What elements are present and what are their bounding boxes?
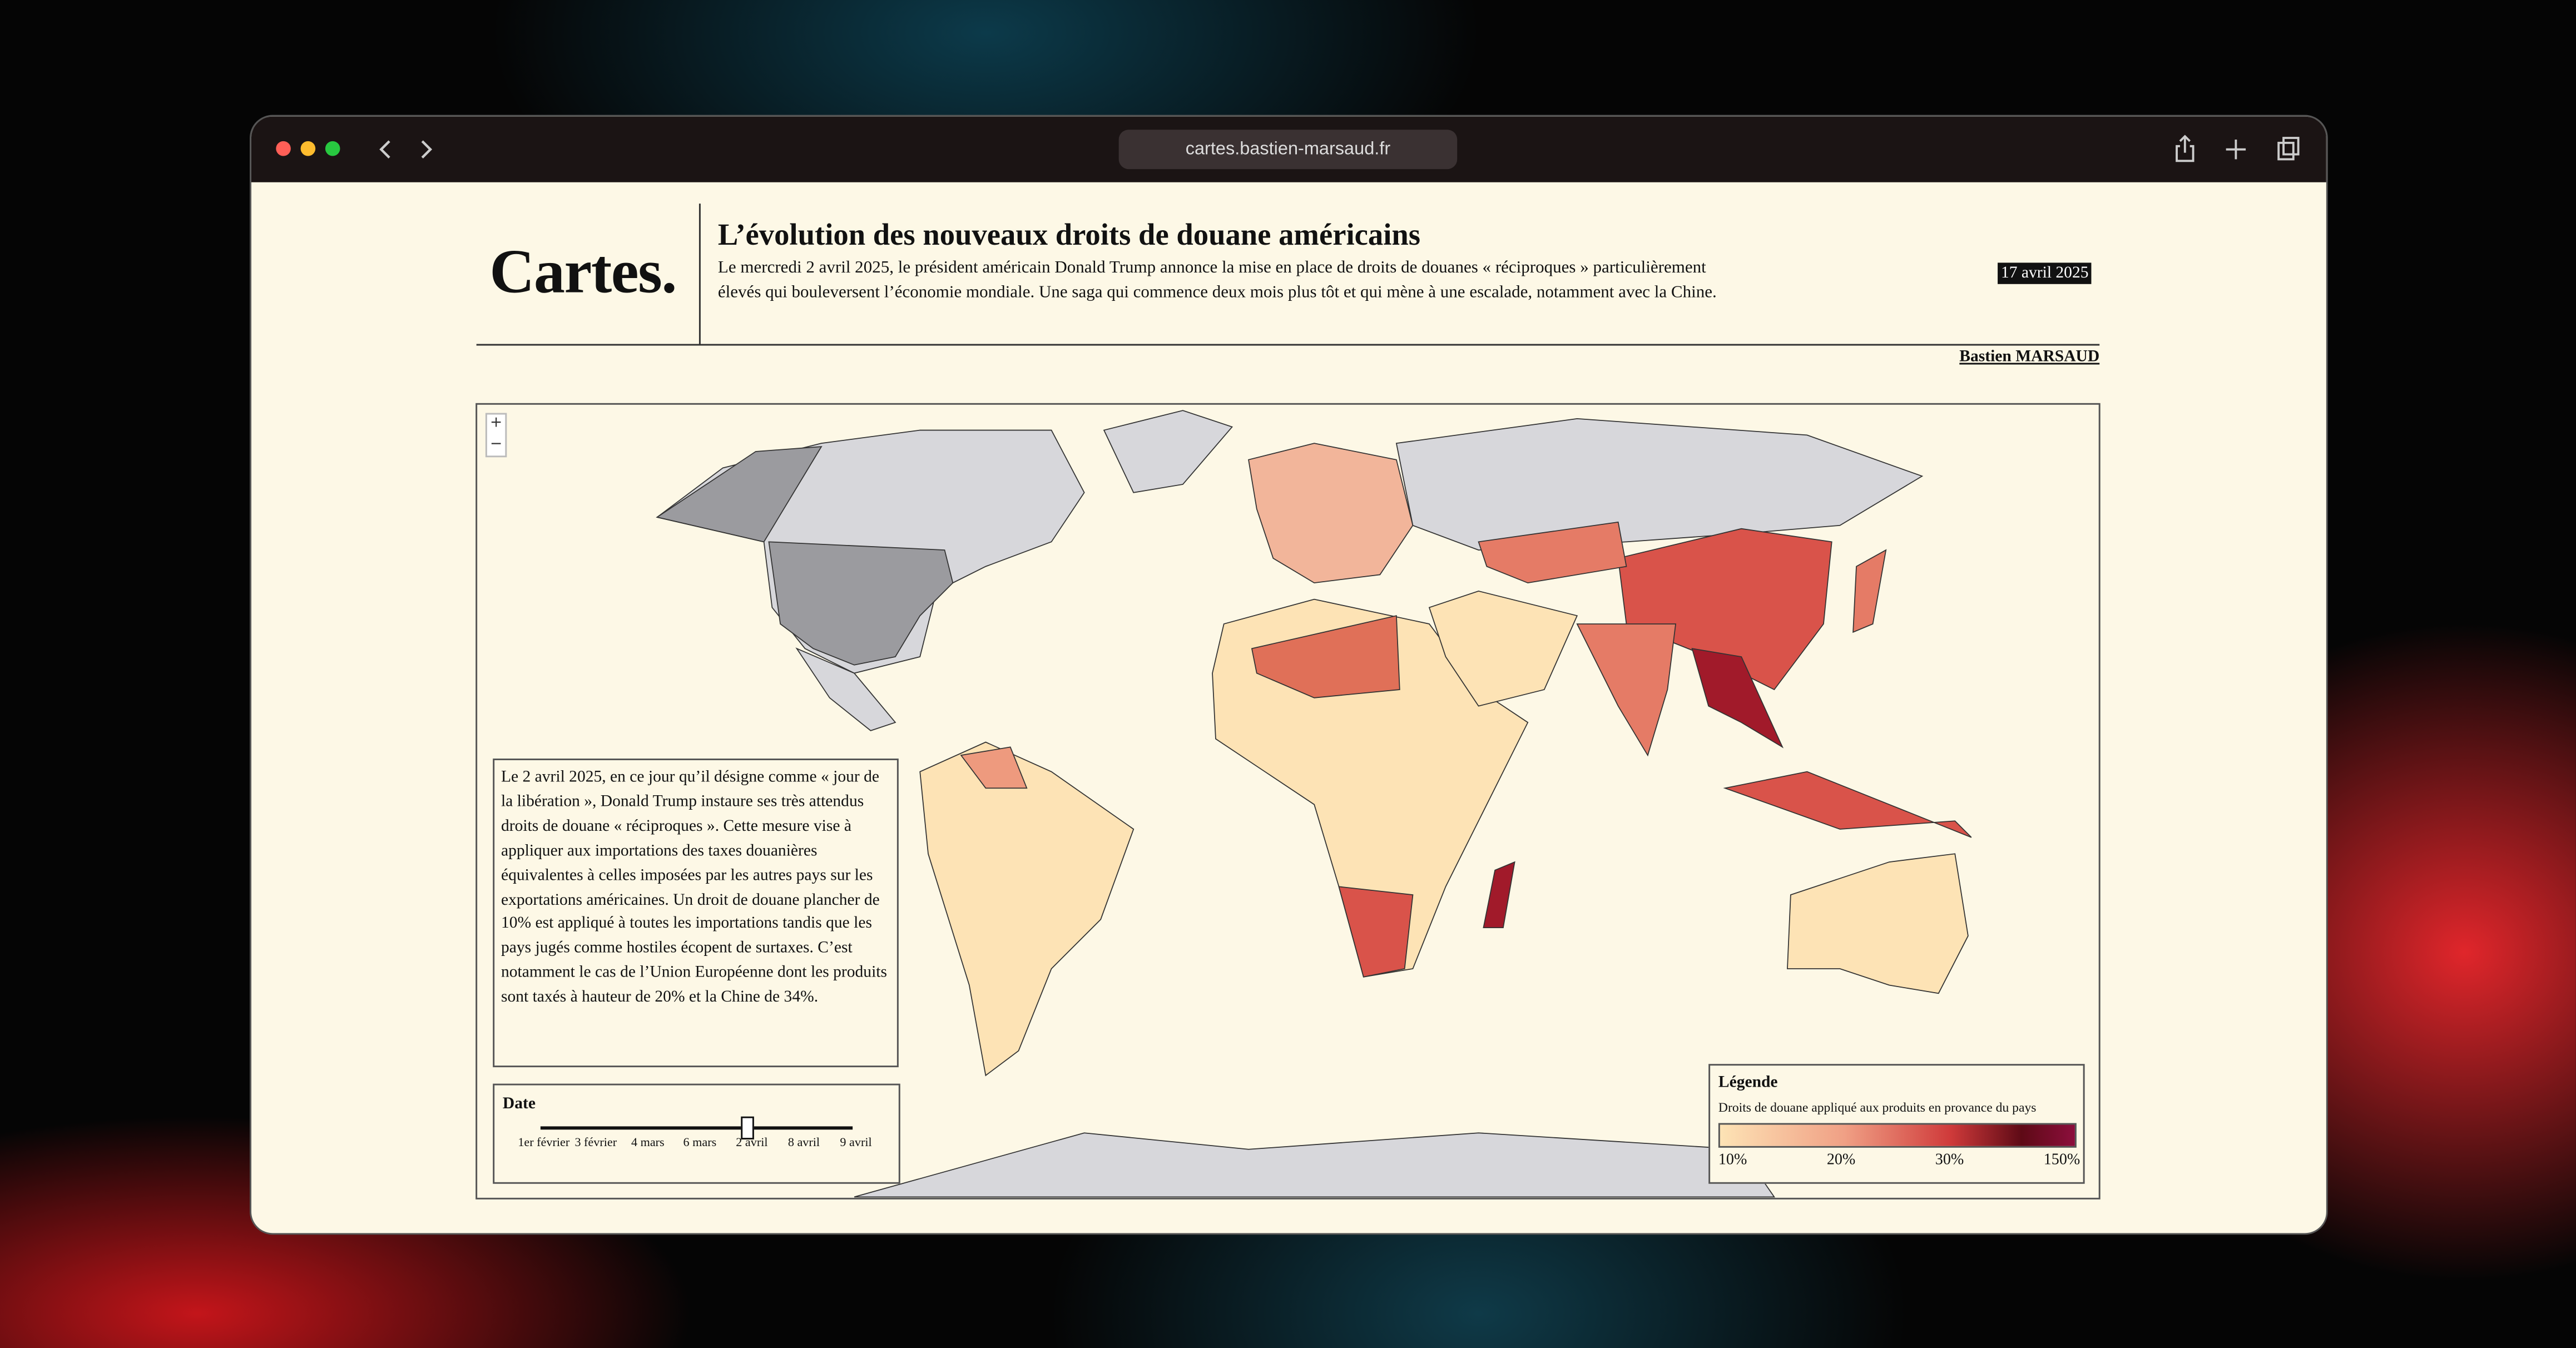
toolbar-actions[interactable]	[2170, 133, 2308, 166]
greenland	[1103, 410, 1233, 493]
legend-label: 150%	[2043, 1152, 2080, 1169]
address-bar[interactable]: cartes.bastien-marsaud.fr	[1118, 130, 1458, 170]
slider-handle[interactable]	[741, 1116, 754, 1140]
zoom-control	[485, 413, 507, 458]
madagascar	[1483, 861, 1515, 929]
usa	[768, 541, 954, 666]
central-asia	[1478, 521, 1627, 584]
zoom-button[interactable]	[325, 141, 340, 156]
legend-scale	[1718, 1123, 2077, 1148]
southern-africa	[1338, 886, 1414, 978]
legend-label: 20%	[1826, 1152, 1856, 1169]
alaska	[656, 446, 823, 543]
south-america	[919, 741, 1135, 1077]
russia	[1395, 418, 1924, 551]
slider-tick-label: 3 février	[574, 1134, 617, 1149]
legend-label: 30%	[1935, 1152, 1964, 1169]
slider-label: Date	[502, 1095, 536, 1113]
legend-subtitle: Droits de douane appliqué aux produits e…	[1718, 1100, 2037, 1115]
url: cartes.bastien-marsaud.fr	[1185, 139, 1391, 160]
legend: Légende Droits de douane appliqué aux pr…	[1708, 1064, 2085, 1184]
southeast-asia	[1691, 648, 1784, 749]
date-box: Date 1er février 3 février 4 mars 6 mars 2 a…	[493, 1083, 900, 1184]
slider-tick-label: 6 mars	[683, 1134, 717, 1149]
intro-box: Le 2 avril 2025, en ce jour qu’il désign…	[493, 759, 899, 1068]
japan	[1852, 549, 1887, 633]
nav-buttons[interactable]	[373, 136, 439, 162]
north-africa	[1251, 615, 1400, 698]
author[interactable]: Bastien MARSAUD	[1959, 348, 2100, 366]
india	[1576, 623, 1677, 757]
zoom-out[interactable]: −	[489, 437, 503, 453]
venezuela	[960, 746, 1028, 789]
slider-track	[540, 1126, 853, 1130]
page-title: L’évolution des nouveaux droits de douan…	[717, 220, 1421, 253]
logo: Cartes.	[489, 238, 677, 308]
minimize-button[interactable]	[300, 141, 316, 156]
intro-text: Le 2 avril 2025, en ce jour qu’il désign…	[501, 768, 888, 1007]
australia	[1787, 853, 1969, 994]
page-subtitle: Le mercredi 2 avril 2025, le président a…	[717, 259, 1717, 303]
zoom-in[interactable]: +	[489, 415, 503, 432]
publication-date: 17 avril 2025	[1998, 262, 2092, 284]
world-map	[656, 410, 1972, 1198]
mexico	[795, 647, 896, 731]
close-button[interactable]	[276, 141, 291, 156]
legend-label: 10%	[1718, 1152, 1747, 1169]
slider-tick-label: 1er février	[518, 1134, 570, 1149]
legend-title: Légende	[1718, 1073, 1778, 1092]
toolbar: cartes.bastien-marsaud.fr	[251, 116, 2326, 182]
europe	[1248, 443, 1414, 584]
slider-tick-label: 2 avril	[736, 1134, 768, 1149]
slider-tick-label: 4 mars	[631, 1134, 665, 1149]
middle-east	[1428, 590, 1578, 707]
antarctica	[854, 1132, 1776, 1198]
slider-tick-label: 8 avril	[787, 1134, 820, 1149]
indonesia	[1723, 771, 1972, 838]
slider-tick-label: 9 avril	[840, 1134, 872, 1149]
